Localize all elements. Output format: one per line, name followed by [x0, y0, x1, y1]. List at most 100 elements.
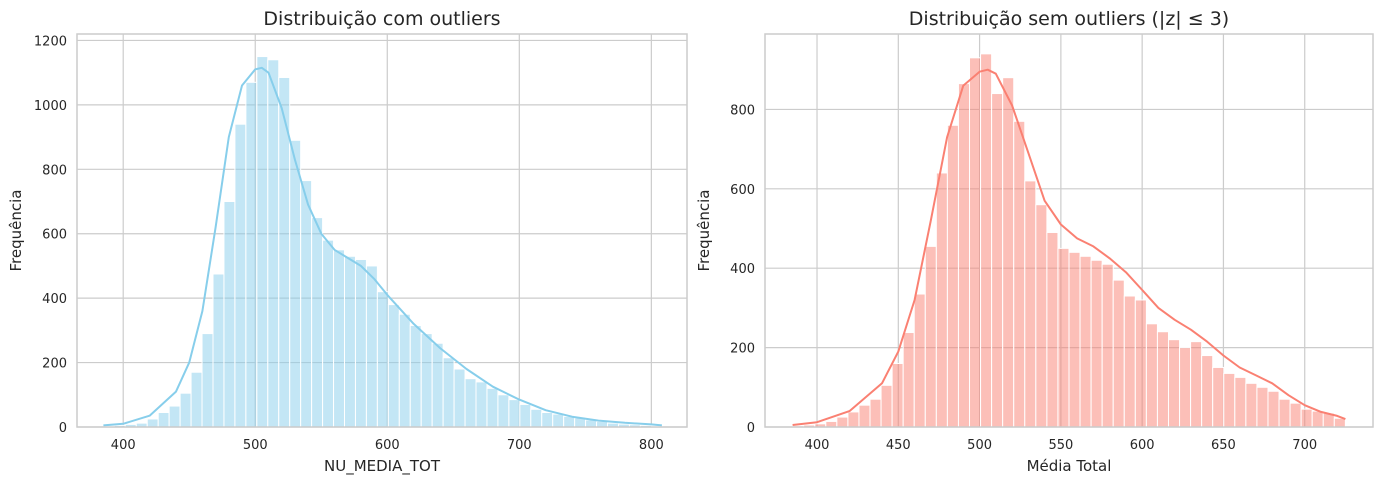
histogram-bar [1112, 279, 1125, 428]
histogram-bar [1035, 204, 1048, 428]
histogram-bar [1190, 341, 1203, 428]
y-axis-label: Frequência [695, 190, 713, 272]
histogram-bar [935, 172, 948, 428]
x-tick-label: 500 [967, 438, 992, 453]
x-tick-label: 700 [507, 438, 532, 453]
histogram-bar [1134, 299, 1147, 428]
histogram-bar [1013, 120, 1026, 428]
histogram-bar [869, 398, 882, 428]
y-tick-label: 400 [42, 292, 67, 307]
x-tick-label: 650 [1211, 438, 1236, 453]
histogram-bar [847, 411, 860, 428]
x-tick-label: 700 [1292, 438, 1317, 453]
histogram-bar [957, 83, 971, 428]
y-tick-label: 800 [730, 103, 755, 118]
left-histogram-panel: 400 500 600 700 800 0 200 400 600 800 1000 1200 Dist… [7, 8, 688, 476]
y-tick-label: 400 [730, 262, 755, 277]
histogram-bar [563, 415, 576, 428]
histogram-bar [891, 362, 904, 428]
x-tick-label: 400 [805, 438, 830, 453]
histogram-bar [1256, 386, 1269, 428]
histogram-bar [322, 239, 335, 428]
y-tick-label: 200 [730, 342, 755, 357]
histogram-bar [1068, 251, 1081, 428]
histogram-bar [858, 404, 871, 428]
chart-title: Distribuição sem outliers (|z| ≤ 3) [909, 8, 1229, 30]
histogram-bar [825, 420, 838, 428]
y-axis-label: Frequência [7, 190, 25, 272]
histogram-bar [530, 408, 543, 428]
histogram-bar [1156, 331, 1169, 428]
histogram-bar [420, 333, 433, 428]
histogram-bar [442, 357, 455, 428]
histogram-bar [289, 139, 302, 428]
histogram-bar [991, 93, 1004, 428]
y-tick-label: 200 [42, 357, 67, 372]
histogram-bar [300, 180, 313, 428]
histogram-bar [541, 412, 554, 428]
x-tick-label: 600 [1130, 438, 1155, 453]
histogram-bar [486, 387, 499, 428]
plot-frame [76, 33, 688, 428]
histogram-bar [902, 332, 915, 428]
y-tick-label: 800 [42, 163, 67, 178]
y-tick-label: 600 [42, 228, 67, 243]
right-histogram-panel: 400 450 500 550 600 650 700 0 200 400 600 800 Distri… [695, 8, 1374, 475]
histogram-bar [475, 381, 488, 428]
x-tick-label: 400 [111, 438, 136, 453]
x-tick-label: 550 [1048, 438, 1073, 453]
x-tick-label: 500 [243, 438, 268, 453]
histogram-bar [245, 81, 258, 428]
histogram-bar [836, 416, 849, 428]
y-tick-label: 1000 [34, 99, 67, 114]
histogram-bar [267, 59, 280, 428]
histogram-bar [453, 368, 466, 428]
chart-title: Distribuição com outliers [263, 8, 500, 30]
kde-curve [103, 66, 662, 427]
y-tick-label: 600 [730, 183, 755, 198]
histogram-bar [431, 342, 444, 428]
histogram-bar [508, 399, 521, 428]
x-tick-label: 800 [639, 438, 664, 453]
histogram-bar [969, 57, 982, 428]
histogram-bar [980, 53, 993, 428]
histogram-bar [1300, 408, 1313, 428]
histogram-bar [344, 255, 356, 428]
histogram-bar [256, 56, 269, 428]
plot-frame [764, 33, 1374, 428]
histogram-bar [1223, 372, 1236, 428]
histogram-bar [1212, 366, 1225, 428]
histogram-bar [1201, 355, 1214, 428]
histogram-bar [365, 265, 378, 428]
x-tick-label: 600 [375, 438, 400, 453]
y-tick-label: 0 [59, 421, 67, 436]
histogram-bar [880, 384, 893, 428]
histogram-bar [1289, 402, 1302, 428]
histogram-bar [1123, 295, 1136, 428]
histogram-bar [190, 371, 203, 428]
histogram-bar [1046, 231, 1059, 428]
histogram-bar [946, 124, 959, 428]
histogram-bar [1311, 410, 1324, 428]
histogram-bar [168, 405, 181, 428]
histogram-bar [409, 325, 422, 428]
histogram-bar [1101, 263, 1114, 428]
histogram-bar [146, 418, 159, 428]
histogram-bar [552, 413, 565, 428]
histogram-bar [1002, 77, 1015, 428]
histogram-bar [1079, 255, 1092, 428]
histogram-bar [354, 258, 367, 428]
histogram-bar [924, 245, 937, 428]
histogram-bar [1167, 339, 1181, 428]
histogram-bar [1057, 247, 1070, 428]
histogram-bar [1145, 323, 1158, 428]
histogram-bar [311, 217, 324, 428]
x-axis-label: NU_MEDIA_TOT [324, 457, 441, 476]
histogram-bar [376, 291, 389, 428]
histogram-bar [1333, 417, 1346, 428]
histogram-bar [223, 201, 236, 428]
histogram-bar [333, 249, 346, 428]
histogram-bar [1024, 180, 1037, 428]
histogram-bar [1090, 259, 1103, 428]
